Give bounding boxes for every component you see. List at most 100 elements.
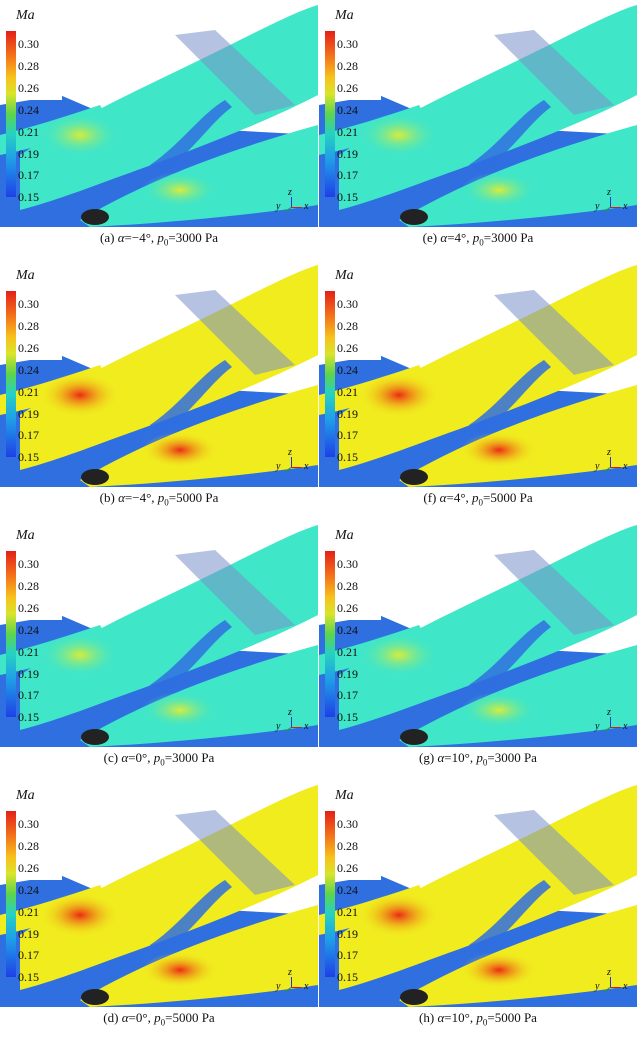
axis-z-line: [610, 457, 611, 467]
channel-streak: [150, 880, 232, 953]
flow-field-render: [319, 265, 637, 487]
colorbar-tick: 0.15: [337, 710, 358, 724]
colorbar-tick: 0.28: [18, 579, 39, 593]
caption-equals: =: [447, 230, 455, 245]
axis-y-label: y: [595, 201, 600, 212]
panel-b: Ma 0.30 0.28 0.26 0.24 0.21 0.19 0.17 0.15 y z x (b)…: [0, 265, 318, 524]
caption-p-subscript: 0: [478, 497, 484, 508]
caption-p-value: 5000: [176, 490, 203, 505]
colorbar-tick: 0.19: [18, 927, 39, 941]
colorbar-tick: 0.15: [18, 450, 39, 464]
colorbar: [325, 291, 335, 457]
hot-spot-upper: [359, 373, 439, 417]
colorbar-tick: 0.24: [18, 103, 39, 117]
hot-spot-upper: [40, 373, 120, 417]
flow-field-render: [319, 525, 637, 747]
colorbar-tick: 0.21: [337, 125, 358, 139]
colorbar: [6, 291, 16, 457]
caption-equals: =: [487, 1010, 495, 1025]
axis-y-line: [603, 467, 611, 472]
contour-plot: Ma 0.30 0.28 0.26 0.24 0.21 0.19 0.17 0.15 y z x: [0, 525, 318, 747]
caption-unit: Pa: [516, 490, 533, 505]
axis-x-label: x: [623, 201, 628, 212]
colorbar-tick: 0.17: [18, 168, 39, 182]
flow-field-render: [0, 525, 318, 747]
caption-alpha-symbol: α: [117, 230, 125, 245]
nozzle: [81, 729, 109, 745]
caption-p-symbol: p: [154, 1010, 161, 1025]
caption-p-value: 3000: [494, 750, 521, 765]
caption-alpha-symbol: α: [118, 490, 125, 505]
colorbar-tick: 0.21: [18, 385, 39, 399]
hot-spot-upper: [359, 113, 439, 157]
colorbar: [325, 551, 335, 717]
colorbar-tick: 0.15: [337, 970, 358, 984]
caption-alpha-symbol: α: [440, 230, 448, 245]
fin-plate: [494, 30, 614, 115]
colorbar-tick: 0.30: [18, 37, 39, 51]
caption-p-subscript: 0: [160, 757, 165, 768]
panel-caption: (h) α=10°, p0=5000 Pa: [319, 1010, 637, 1028]
caption-alpha-symbol: α: [121, 1010, 129, 1025]
axis-x-label: x: [304, 721, 309, 732]
caption-unit: Pa: [517, 230, 534, 245]
axis-y-label: y: [276, 721, 281, 732]
upper-plume: [339, 5, 637, 210]
colorbar: [6, 31, 16, 197]
fin-plate: [175, 810, 295, 895]
caption-unit: Pa: [520, 1010, 537, 1025]
nozzle: [81, 209, 109, 225]
axis-y-line: [603, 987, 611, 992]
caption-label: (e): [422, 230, 441, 245]
axis-z-label: z: [288, 447, 292, 458]
hot-spot-lower: [461, 432, 537, 468]
colorbar-tick: 0.19: [18, 407, 39, 421]
colorbar-tick: 0.26: [337, 341, 358, 355]
caption-p-symbol: p: [476, 750, 483, 765]
colorbar-tick: 0.24: [18, 623, 39, 637]
colorbar-tick: 0.26: [337, 601, 358, 615]
colorbar-tick: 0.19: [18, 667, 39, 681]
caption-label: (g): [419, 750, 438, 765]
caption-p-symbol: p: [472, 230, 480, 245]
axis-x-label: x: [623, 461, 628, 472]
axis-z-label: z: [607, 967, 611, 978]
channel-streak: [469, 360, 551, 433]
panel-f: Ma 0.30 0.28 0.26 0.24 0.21 0.19 0.17 0.15 y z x (f)…: [319, 265, 637, 524]
caption-equals: =: [444, 1010, 452, 1025]
panel-caption: (b) α=−4°, p0=5000 Pa: [0, 490, 318, 508]
colorbar-tick: 0.24: [337, 623, 358, 637]
colorbar-tick: 0.24: [337, 103, 358, 117]
axis-z-label: z: [607, 187, 611, 198]
panel-a: Ma 0.30 0.28 0.26 0.24 0.21 0.19 0.17 0.15 y z x (a)…: [0, 5, 318, 264]
hot-spot-lower: [142, 172, 218, 208]
caption-equals: =: [124, 230, 132, 245]
caption-unit: Pa: [198, 750, 215, 765]
panel-caption: (a) α=−4°, p0=3000 Pa: [0, 230, 318, 248]
contour-plot: Ma 0.30 0.28 0.26 0.24 0.21 0.19 0.17 0.15 y z x: [0, 785, 318, 1007]
caption-alpha-symbol: α: [437, 750, 445, 765]
channel-streak: [469, 620, 551, 693]
axis-x-line: [291, 467, 302, 468]
hot-spot-lower: [461, 952, 537, 988]
caption-unit: Pa: [202, 490, 219, 505]
contour-plot: Ma 0.30 0.28 0.26 0.24 0.21 0.19 0.17 0.15 y z x: [319, 785, 637, 1007]
channel-streak: [150, 100, 232, 173]
colorbar-tick: 0.21: [18, 905, 39, 919]
nozzle: [400, 729, 428, 745]
colorbar-tick: 0.15: [337, 190, 358, 204]
colorbar-tick: 0.26: [18, 861, 39, 875]
axis-y-label: y: [595, 981, 600, 992]
colorbar-tick: 0.19: [18, 147, 39, 161]
colorbar-tick: 0.21: [337, 905, 358, 919]
axis-z-line: [610, 197, 611, 207]
caption-alpha-value: 10°: [451, 750, 470, 765]
channel-streak: [469, 100, 551, 173]
colorbar-tick: 0.17: [337, 168, 358, 182]
axis-z-line: [291, 457, 292, 467]
colorbar-tick: 0.15: [337, 450, 358, 464]
colorbar-tick: 0.15: [18, 710, 39, 724]
